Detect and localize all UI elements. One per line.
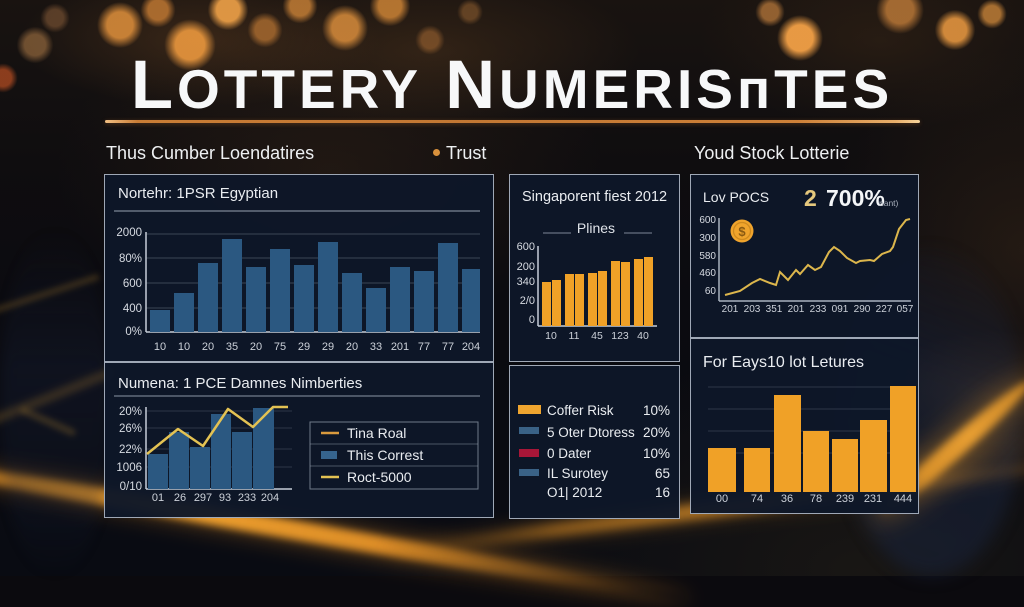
svg-text:351: 351 bbox=[766, 304, 783, 315]
svg-text:600: 600 bbox=[699, 215, 716, 226]
svg-text:26: 26 bbox=[174, 492, 186, 504]
svg-text:80%: 80% bbox=[119, 253, 142, 265]
svg-text:IL Surotey: IL Surotey bbox=[547, 466, 608, 481]
svg-text:600: 600 bbox=[517, 241, 535, 253]
svg-text:300: 300 bbox=[699, 233, 716, 244]
svg-text:35: 35 bbox=[226, 341, 238, 353]
svg-text:10%: 10% bbox=[643, 403, 670, 418]
svg-text:93: 93 bbox=[219, 492, 231, 504]
svg-text:20%: 20% bbox=[119, 406, 142, 418]
svg-text:16: 16 bbox=[655, 485, 670, 500]
svg-text:74: 74 bbox=[751, 493, 763, 505]
svg-text:20: 20 bbox=[346, 341, 358, 353]
svg-text:0: 0 bbox=[529, 314, 535, 326]
svg-text:Plines: Plines bbox=[577, 220, 615, 236]
svg-text:11: 11 bbox=[569, 330, 580, 342]
svg-text:65: 65 bbox=[655, 466, 670, 481]
svg-text:233: 233 bbox=[238, 492, 256, 504]
svg-text:10: 10 bbox=[545, 330, 557, 342]
svg-text:20: 20 bbox=[202, 341, 214, 353]
svg-text:091: 091 bbox=[832, 304, 849, 315]
svg-text:231: 231 bbox=[864, 493, 882, 505]
svg-text:Singaporent fiest 2012: Singaporent fiest 2012 bbox=[522, 189, 667, 205]
svg-text:75: 75 bbox=[274, 341, 286, 353]
svg-text:26%: 26% bbox=[119, 423, 142, 435]
svg-text:60: 60 bbox=[705, 286, 717, 297]
svg-text:36: 36 bbox=[781, 493, 793, 505]
svg-text:0 Dater: 0 Dater bbox=[547, 446, 592, 461]
svg-text:10: 10 bbox=[154, 341, 166, 353]
svg-text:01: 01 bbox=[152, 492, 164, 504]
svg-text:2000: 2000 bbox=[116, 227, 142, 239]
svg-text:10: 10 bbox=[178, 341, 190, 353]
svg-text:Tina Roal: Tina Roal bbox=[347, 425, 406, 441]
svg-text:057: 057 bbox=[897, 304, 914, 315]
svg-text:0%: 0% bbox=[125, 326, 142, 338]
svg-text:45: 45 bbox=[591, 330, 603, 342]
svg-text:Coffer Risk: Coffer Risk bbox=[547, 403, 614, 418]
svg-text:33: 33 bbox=[370, 341, 382, 353]
svg-text:This Correst: This Correst bbox=[347, 447, 423, 463]
svg-text:nant): nant) bbox=[879, 198, 899, 208]
svg-text:40: 40 bbox=[637, 330, 649, 342]
svg-text:444: 444 bbox=[894, 493, 912, 505]
svg-text:1006: 1006 bbox=[116, 462, 142, 474]
svg-text:00: 00 bbox=[716, 493, 728, 505]
svg-text:201: 201 bbox=[391, 341, 409, 353]
svg-text:123: 123 bbox=[611, 330, 629, 342]
svg-text:Roct-5000: Roct-5000 bbox=[347, 469, 412, 485]
svg-text:700%: 700% bbox=[826, 185, 885, 211]
svg-text:For Eays10 lot Letures: For Eays10 lot Letures bbox=[703, 354, 864, 371]
svg-text:460: 460 bbox=[699, 268, 716, 279]
svg-text:227: 227 bbox=[876, 304, 893, 315]
svg-text:29: 29 bbox=[298, 341, 310, 353]
svg-text:77: 77 bbox=[442, 341, 454, 353]
svg-text:Lov POCS: Lov POCS bbox=[703, 189, 769, 205]
svg-text:29: 29 bbox=[322, 341, 334, 353]
svg-text:0/10: 0/10 bbox=[120, 481, 142, 493]
svg-text:580: 580 bbox=[699, 251, 716, 262]
svg-text:290: 290 bbox=[854, 304, 871, 315]
svg-text:5 Oter Dtoress: 5 Oter Dtoress bbox=[547, 425, 635, 440]
svg-text:20: 20 bbox=[250, 341, 262, 353]
svg-text:233: 233 bbox=[810, 304, 827, 315]
svg-text:204: 204 bbox=[261, 492, 279, 504]
svg-text:77: 77 bbox=[418, 341, 430, 353]
svg-text:20%: 20% bbox=[643, 425, 670, 440]
svg-text:400: 400 bbox=[123, 303, 142, 315]
svg-text:22%: 22% bbox=[119, 444, 142, 456]
svg-text:239: 239 bbox=[836, 493, 854, 505]
svg-text:2/0: 2/0 bbox=[520, 295, 535, 307]
svg-text:$: $ bbox=[738, 224, 746, 239]
svg-text:340: 340 bbox=[517, 276, 535, 288]
svg-text:Nortehr: 1PSR Egyptian: Nortehr: 1PSR Egyptian bbox=[118, 185, 278, 202]
svg-text:2: 2 bbox=[804, 185, 817, 211]
svg-text:297: 297 bbox=[194, 492, 212, 504]
svg-text:78: 78 bbox=[810, 493, 822, 505]
svg-text:O1| 2012: O1| 2012 bbox=[547, 485, 602, 500]
svg-text:Numena: 1 PCE Damnes Nimbertie: Numena: 1 PCE Damnes Nimberties bbox=[118, 375, 362, 392]
svg-text:200: 200 bbox=[517, 261, 535, 273]
svg-text:203: 203 bbox=[744, 304, 761, 315]
svg-text:201: 201 bbox=[788, 304, 805, 315]
svg-text:600: 600 bbox=[123, 278, 142, 290]
svg-text:10%: 10% bbox=[643, 446, 670, 461]
svg-text:204: 204 bbox=[462, 341, 480, 353]
svg-text:201: 201 bbox=[722, 304, 739, 315]
